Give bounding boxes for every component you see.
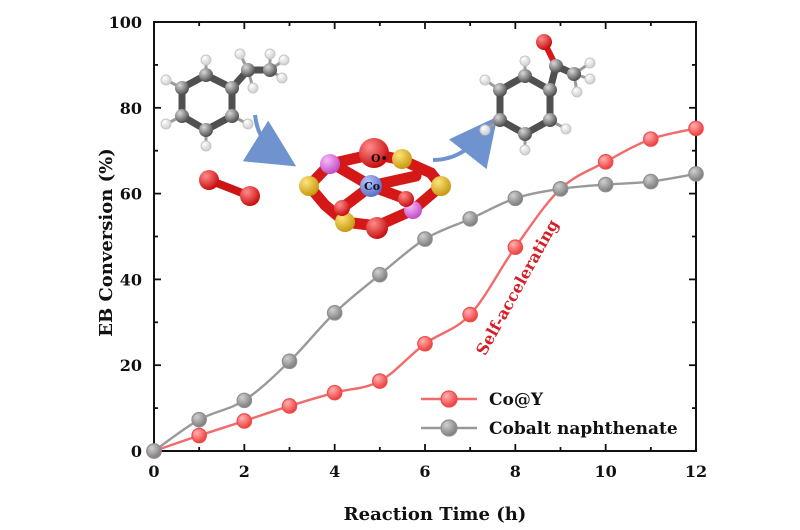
- catalyst-cluster-icon: O• Co: [299, 138, 451, 239]
- ethylbenzene-molecule-icon: [160, 48, 290, 152]
- co-y-point: [688, 120, 704, 137]
- cobalt-naphthenate-point: [281, 353, 298, 370]
- co-y-point: [326, 384, 343, 401]
- cobalt-naphthenate-point: [326, 305, 343, 321]
- x-tick-label: 12: [685, 462, 707, 481]
- co-y-point: [462, 306, 478, 323]
- cobalt-naphthenate-point: [236, 392, 253, 409]
- reaction-arrow-icon: [242, 114, 297, 167]
- y-tick-label: 20: [120, 356, 142, 375]
- co-y-point: [643, 131, 659, 147]
- co-y-point: [507, 239, 524, 256]
- y-tick-label: 80: [120, 99, 142, 118]
- cobalt-naphthenate-point: [688, 166, 704, 182]
- cobalt-naphthenate-point: [552, 181, 569, 197]
- cobalt-naphthenate-point: [597, 176, 614, 193]
- legend-co-y-label: Co@Y: [489, 390, 544, 410]
- cobalt-naphthenate-line: [153, 172, 697, 452]
- y-tick-label: 60: [120, 185, 142, 204]
- x-tick-label: 4: [329, 462, 340, 481]
- self-accelerating-annotation: Self-accelerating: [472, 216, 562, 358]
- x-tick-label: 6: [419, 462, 430, 481]
- x-tick-label: 8: [510, 462, 521, 481]
- legend-cobalt-naphthenate-marker: [440, 419, 458, 437]
- cobalt-naphthenate-point: [643, 173, 659, 190]
- co-y-point: [417, 335, 433, 352]
- legend-co-y-marker: [440, 390, 458, 408]
- cobalt-naphthenate-point: [417, 231, 433, 247]
- co-y-point: [236, 413, 253, 429]
- cobalt-naphthenate-point: [462, 211, 478, 227]
- co-y-line: [153, 127, 697, 453]
- x-tick-label: 2: [239, 462, 250, 481]
- y-tick-label: 100: [109, 13, 142, 32]
- cobalt-naphthenate-point: [146, 443, 162, 459]
- acetophenone-molecule-icon: [479, 34, 596, 156]
- reaction-inset: O• Co: [160, 34, 596, 239]
- oxygen-molecule-icon: [199, 170, 260, 206]
- y-tick-label: 40: [120, 270, 142, 289]
- co-y-point: [597, 154, 614, 170]
- co-y-point: [372, 373, 388, 389]
- legend-cobalt-naphthenate-label: Cobalt naphthenate: [489, 419, 678, 439]
- y-axis-title: EB Conversion (%): [96, 148, 117, 336]
- oxygen-radical-label: O•: [371, 152, 388, 165]
- cobalt-label: Co: [364, 180, 380, 193]
- cobalt-naphthenate-point: [191, 411, 207, 428]
- cobalt-naphthenate-point: [507, 190, 524, 207]
- co-y-point: [281, 398, 298, 414]
- x-tick-label: 0: [148, 462, 159, 481]
- cobalt-naphthenate-point: [372, 266, 388, 283]
- co-y-point: [191, 427, 207, 444]
- y-tick-label: 0: [131, 442, 142, 461]
- x-axis-title: Reaction Time (h): [344, 504, 527, 525]
- x-tick-label: 10: [595, 462, 617, 481]
